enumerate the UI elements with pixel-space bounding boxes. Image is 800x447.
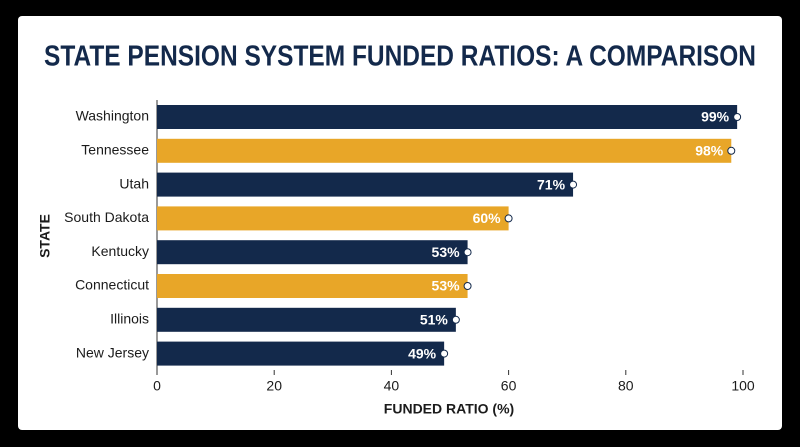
bar [157, 105, 738, 129]
y-tick-label: Utah [119, 175, 149, 191]
bar-end-dot [451, 315, 460, 324]
bar [157, 206, 509, 231]
value-label: 51% [420, 312, 449, 328]
y-tick-label: Tennessee [81, 142, 149, 158]
value-label: 49% [408, 345, 437, 361]
chart-title: STATE PENSION SYSTEM FUNDED RATIOS: A CO… [44, 41, 756, 73]
value-label: 71% [537, 176, 566, 192]
bar-end-dot [504, 214, 513, 223]
value-label: 53% [432, 244, 461, 260]
y-tick-label: Illinois [110, 311, 149, 327]
bar [157, 240, 468, 265]
y-tick-label: South Dakota [64, 209, 149, 225]
y-tick-label: New Jersey [76, 344, 149, 360]
x-tick-label: 60 [501, 378, 517, 394]
bar [157, 307, 456, 332]
y-tick-label: Connecticut [75, 277, 149, 293]
x-axis-label: FUNDED RATIO (%) [384, 401, 514, 417]
value-label: 98% [695, 143, 724, 159]
bar-end-dot [733, 113, 742, 121]
bar [157, 172, 574, 197]
y-axis-label: STATE [37, 214, 53, 258]
bar-end-dot [463, 282, 472, 290]
bar-end-dot [569, 180, 578, 189]
bar [157, 138, 732, 163]
x-tick-label: 20 [266, 378, 282, 394]
bar [157, 341, 445, 366]
value-label: 60% [473, 210, 502, 226]
bar [157, 274, 468, 298]
x-tick-label: 0 [153, 378, 161, 394]
y-tick-label: Washington [76, 108, 149, 124]
bar-end-dot [727, 146, 736, 155]
bar-end-dot [440, 349, 449, 358]
x-tick-label: 80 [618, 378, 634, 394]
x-tick-label: 40 [384, 378, 400, 394]
bar-end-dot [463, 248, 472, 257]
x-tick-label: 100 [731, 378, 755, 394]
value-label: 99% [701, 109, 730, 125]
y-tick-label: Kentucky [91, 243, 149, 259]
value-label: 53% [432, 278, 461, 294]
